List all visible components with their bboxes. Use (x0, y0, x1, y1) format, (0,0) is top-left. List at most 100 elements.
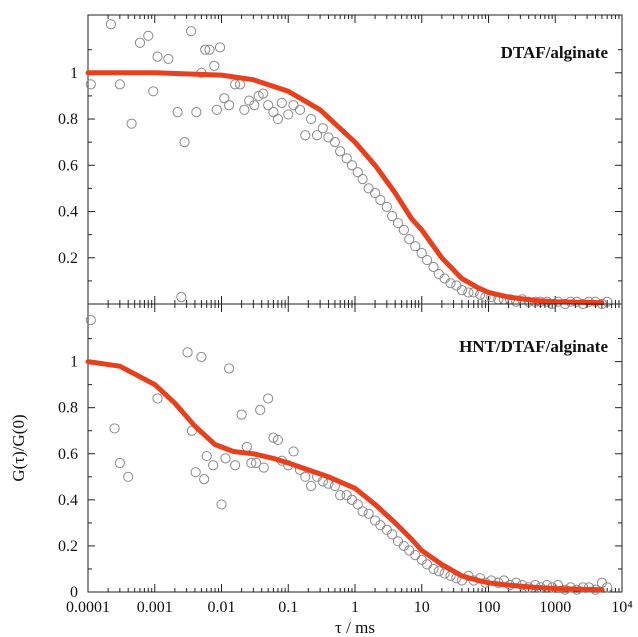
data-point (276, 97, 287, 108)
data-point (196, 351, 207, 363)
y-tick-label: 0.4 (58, 204, 78, 221)
data-point (224, 100, 235, 111)
y-tick-label: 0.4 (58, 492, 78, 509)
x-tick-label: 1 (351, 599, 359, 616)
data-point (123, 471, 134, 482)
data-point (236, 409, 247, 420)
data-point (410, 550, 421, 561)
x-tick-label: 100 (477, 599, 501, 616)
data-point (329, 137, 341, 148)
data-point (288, 100, 299, 111)
data-point (258, 462, 269, 473)
y-tick-label: 0.8 (58, 400, 78, 417)
x-axis-labels: 0.0001 0.001 0.01 0.1 1 10 100 1000 10⁴ (66, 599, 633, 616)
x-axis-label: τ / ms (335, 618, 375, 637)
data-point (152, 51, 163, 62)
data-point (387, 529, 398, 540)
data-point (214, 42, 226, 53)
data-point (428, 261, 439, 273)
data-point (230, 460, 241, 471)
data-point (152, 393, 163, 404)
data-point (439, 568, 450, 579)
data-point (363, 183, 374, 194)
data-point (428, 563, 439, 575)
data-point (185, 26, 197, 37)
data-point (114, 457, 125, 469)
data-point (255, 404, 266, 416)
data-point (404, 234, 415, 245)
data-point (439, 273, 450, 284)
data-point (219, 93, 230, 104)
data-point (220, 453, 231, 464)
data-point (204, 44, 215, 55)
data-point (263, 393, 274, 404)
x-tick-label: 0.001 (137, 599, 173, 616)
data-point (134, 37, 146, 48)
data-point (143, 30, 154, 41)
data-point (199, 474, 210, 485)
data-point (375, 194, 386, 206)
data-point (105, 19, 116, 30)
data-point (179, 137, 190, 148)
data-point (352, 167, 363, 178)
data-point (241, 441, 252, 452)
data-point (433, 566, 444, 577)
data-point (208, 460, 219, 471)
data-point (126, 118, 137, 129)
data-point (85, 315, 96, 326)
data-point (311, 130, 323, 141)
data-point (352, 499, 363, 510)
y-tick-label: 0.2 (58, 250, 78, 267)
fit-curve (85, 359, 605, 593)
data-point (363, 508, 374, 519)
data-point (300, 130, 311, 141)
data-point (323, 132, 334, 143)
data-point (451, 280, 462, 291)
x-tick-label: 10 (414, 599, 430, 616)
data-point (258, 88, 269, 99)
y-tick-label: 0.6 (58, 157, 78, 174)
data-point (300, 471, 311, 482)
data-point (387, 211, 398, 222)
data-point (200, 44, 211, 55)
y-tick-label: 0.2 (58, 538, 78, 555)
y-tick-label: 0.6 (58, 446, 78, 463)
data-point (421, 254, 433, 266)
data-point (191, 107, 202, 118)
data-point (114, 79, 125, 90)
data-point (410, 241, 421, 252)
data-point (216, 499, 227, 510)
fit-curve (85, 70, 605, 306)
data-point (268, 107, 279, 118)
y-axis-label: G(τ)/G(0) (9, 414, 28, 481)
data-point (416, 248, 427, 259)
data-point (211, 104, 222, 115)
x-tick-label: 0.0001 (66, 599, 110, 616)
x-tick-label: 0.01 (208, 599, 236, 616)
data-point (346, 160, 358, 171)
data-point (369, 187, 381, 199)
data-point (163, 53, 174, 65)
data-point (230, 79, 241, 90)
data-point (239, 104, 250, 115)
y-tick-label: 1 (70, 65, 78, 82)
data-point (392, 217, 404, 229)
y-tick-label: 0.8 (58, 111, 78, 128)
data-point (272, 113, 284, 125)
data-point (182, 347, 193, 358)
data-point (392, 536, 404, 547)
data-point (224, 363, 235, 374)
y-tick-label: 1 (70, 354, 78, 371)
panel-title-hnt: HNT/DTAF/alginate (459, 337, 608, 356)
data-point (433, 268, 444, 280)
panel-hnt-dtaf-alginate: HNT/DTAF/alginate 0 0.2 0.4 0.6 0.8 1 (58, 291, 623, 601)
x-tick-label: 0.1 (278, 599, 298, 616)
data-point (456, 285, 468, 296)
data-point (190, 467, 201, 478)
data-point (272, 434, 284, 446)
data-point (263, 100, 274, 111)
data-point (317, 123, 328, 134)
data-point (209, 60, 220, 71)
y-tick-label: 0 (70, 584, 78, 601)
panel-dtaf-alginate: DTAF/alginate 0.2 0.4 0.6 0.8 1 (58, 14, 623, 310)
